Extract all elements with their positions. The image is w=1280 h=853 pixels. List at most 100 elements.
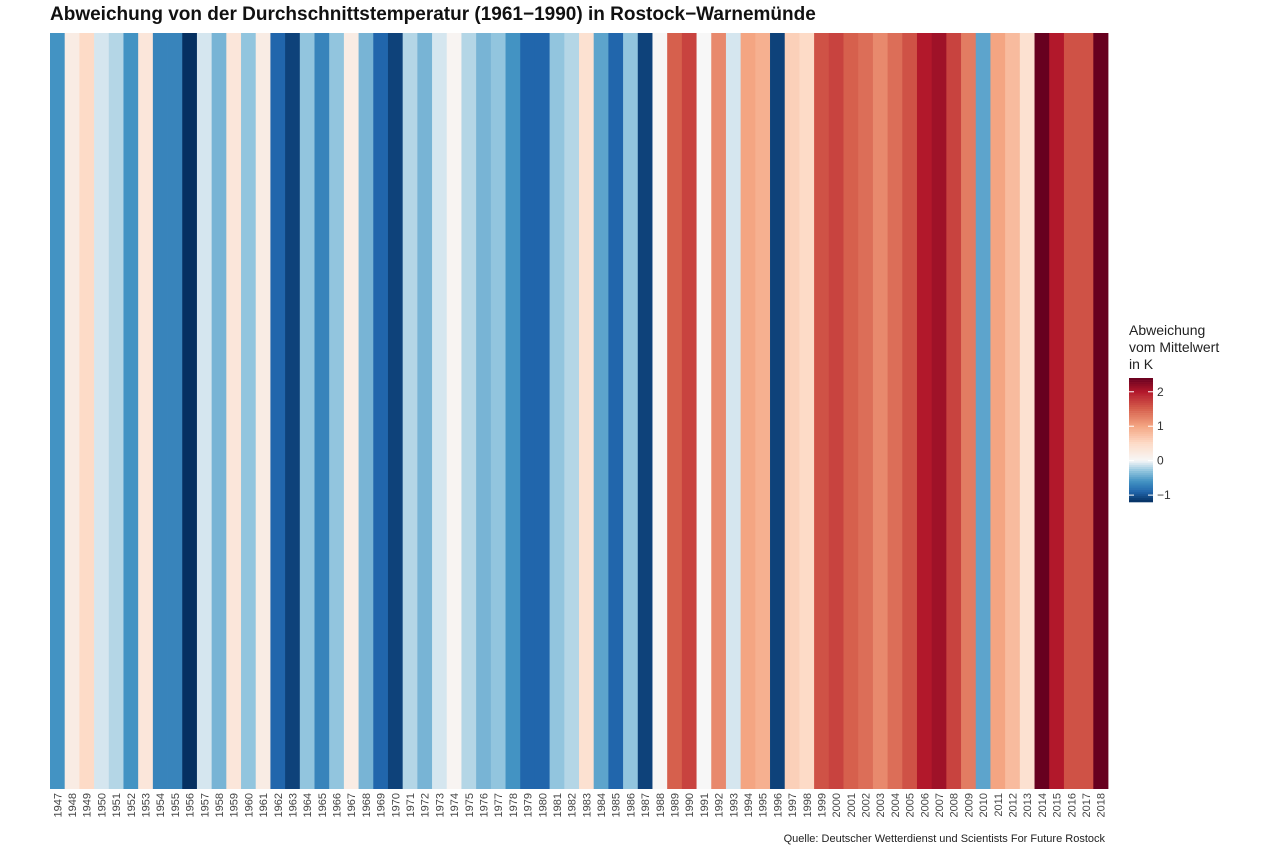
colorbar-segment: [1129, 462, 1153, 466]
colorbar-segment: [1129, 473, 1153, 476]
colorbar-segment: [1129, 489, 1153, 492]
colorbar-segment: [1129, 487, 1153, 490]
stripe-1983: [579, 33, 595, 789]
colorbar-segment: [1129, 402, 1153, 406]
stripe-1979: [520, 33, 536, 789]
x-tick-label: 1990: [684, 793, 696, 817]
legend-title: Abweichung vom Mittelwert in K: [1129, 322, 1219, 373]
colorbar-segment: [1129, 421, 1153, 424]
legend: Abweichung vom Mittelwert in K: [1129, 322, 1219, 373]
colorbar-segment: [1129, 378, 1153, 381]
colorbar-segment: [1129, 396, 1153, 399]
stripe-1958: [211, 33, 227, 789]
colorbar-segment: [1129, 440, 1153, 443]
x-tick-label: 2004: [890, 793, 902, 817]
stripe-1998: [799, 33, 815, 789]
stripe-1997: [784, 33, 800, 789]
stripe-1974: [446, 33, 462, 789]
colorbar-segment: [1129, 417, 1153, 420]
stripe-2004: [887, 33, 903, 789]
stripe-1985: [608, 33, 624, 789]
stripe-1961: [255, 33, 271, 789]
colorbar-segment: [1129, 394, 1153, 397]
x-tick-label: 1963: [287, 793, 299, 817]
x-tick-label: 2016: [1066, 793, 1078, 817]
x-tick-label: 2009: [963, 793, 975, 817]
colorbar-segment: [1129, 448, 1153, 451]
x-tick-label: 2014: [1037, 793, 1049, 817]
colorbar-segment: [1129, 458, 1153, 461]
stripe-1984: [593, 33, 609, 789]
colorbar-segment: [1129, 392, 1153, 395]
colorbar-segment: [1129, 450, 1153, 453]
stripe-1967: [343, 33, 359, 789]
colorbar-segment: [1129, 433, 1153, 437]
colorbar-segment: [1129, 386, 1153, 389]
stripe-1957: [196, 33, 213, 789]
x-tick-label: 1992: [714, 793, 726, 817]
colorbar-segment: [1129, 468, 1153, 472]
x-tick-label: 1996: [772, 793, 784, 817]
x-tick-label: 2013: [1022, 793, 1034, 817]
stripe-1994: [740, 33, 756, 789]
x-tick-label: 1970: [390, 793, 402, 817]
colorbar-segment: [1129, 437, 1153, 441]
stripe-1970: [387, 33, 404, 789]
stripe-1981: [549, 33, 565, 789]
colorbar-segment: [1129, 425, 1153, 428]
x-tick-label: 1967: [346, 793, 358, 817]
x-tick-label: 1954: [155, 793, 167, 817]
x-tick-label: 1993: [728, 793, 740, 817]
x-tick-label: 1950: [96, 793, 108, 817]
colorbar-segment: [1129, 464, 1153, 468]
stripe-1990: [681, 33, 697, 789]
colorbar-tick-label: 0: [1157, 454, 1164, 468]
colorbar-segment: [1129, 460, 1153, 464]
colorbar-segment: [1129, 388, 1153, 391]
colorbar-segment: [1129, 429, 1153, 433]
x-tick-label: 1988: [655, 793, 667, 817]
stripe-2011: [990, 33, 1006, 789]
x-tick-label: 2012: [1007, 793, 1019, 817]
x-tick-label: 1966: [332, 793, 344, 817]
legend-title-line: in K: [1129, 356, 1154, 372]
x-tick-label: 1982: [567, 793, 579, 817]
stripe-2006: [916, 33, 933, 789]
source-caption: Quelle: Deutscher Wetterdienst und Scien…: [783, 833, 1105, 845]
x-tick-label: 1984: [596, 793, 608, 817]
stripe-1947: [50, 33, 66, 789]
stripe-1966: [329, 33, 345, 789]
colorbar-segment: [1129, 380, 1153, 383]
x-tick-label: 2003: [875, 793, 887, 817]
stripe-2013: [1019, 33, 1035, 789]
x-tick-label: 2005: [905, 793, 917, 817]
stripe-1969: [373, 33, 389, 789]
stripe-2003: [872, 33, 888, 789]
colorbar-tick-label: −1: [1157, 488, 1171, 502]
x-tick-label: 1976: [478, 793, 490, 817]
x-tick-label: 1998: [802, 793, 814, 817]
stripe-2002: [858, 33, 874, 789]
stripe-1949: [79, 33, 95, 789]
stripe-1968: [358, 33, 374, 789]
stripe-2018: [1093, 33, 1109, 789]
stripe-2005: [902, 33, 918, 789]
stripe-1965: [314, 33, 330, 789]
stripe-1951: [108, 33, 124, 789]
x-tick-label: 2011: [993, 793, 1005, 817]
stripe-1978: [505, 33, 521, 789]
legend-title-line: vom Mittelwert: [1129, 339, 1220, 355]
stripe-2010: [975, 33, 991, 789]
colorbar-segment: [1129, 413, 1153, 416]
colorbar-segment: [1129, 423, 1153, 426]
page-title: Abweichung von der Durchschnittstemperat…: [50, 4, 816, 25]
stripe-1963: [285, 33, 301, 789]
colorbar-segment: [1129, 497, 1153, 501]
x-tick-label: 1997: [787, 793, 799, 817]
stripe-1991: [696, 33, 712, 789]
x-tick-label: 2015: [1052, 793, 1064, 817]
stripe-1959: [226, 33, 242, 789]
colorbar-segment: [1129, 390, 1153, 393]
stripe-1972: [417, 33, 433, 789]
